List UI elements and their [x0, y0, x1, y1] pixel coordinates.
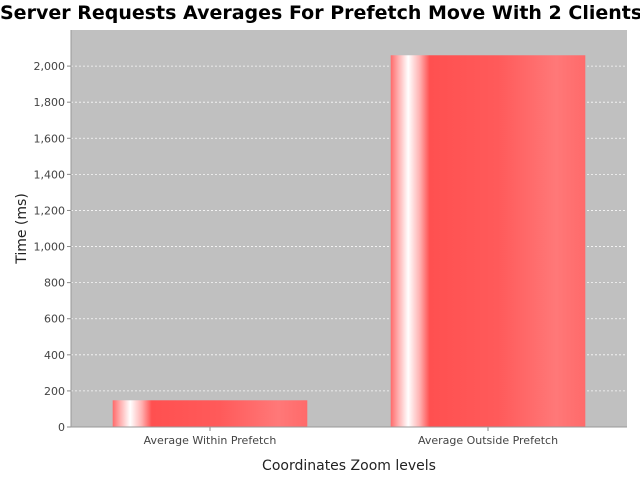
bar[interactable]	[112, 400, 308, 427]
y-tick-label: 1,400	[34, 168, 66, 181]
y-tick-label: 800	[44, 277, 65, 290]
y-axis-title: Time (ms)	[14, 193, 30, 265]
y-tick-label: 400	[44, 349, 65, 362]
y-tick-label: 200	[44, 385, 65, 398]
x-tick-label: Average Outside Prefetch	[418, 434, 558, 447]
y-tick-label: 1,800	[34, 96, 66, 109]
x-axis-title: Coordinates Zoom levels	[262, 458, 436, 474]
chart-title: Server Requests Averages For Prefetch Mo…	[0, 2, 640, 24]
y-tick-label: 1,600	[34, 132, 66, 145]
y-tick-label: 1,000	[34, 241, 66, 254]
y-tick-label: 2,000	[34, 60, 66, 73]
y-tick-label: 0	[58, 421, 65, 434]
x-tick-label: Average Within Prefetch	[144, 434, 277, 447]
bar[interactable]	[390, 55, 586, 427]
y-tick-label: 1,200	[34, 204, 66, 217]
y-tick-label: 600	[44, 313, 65, 326]
